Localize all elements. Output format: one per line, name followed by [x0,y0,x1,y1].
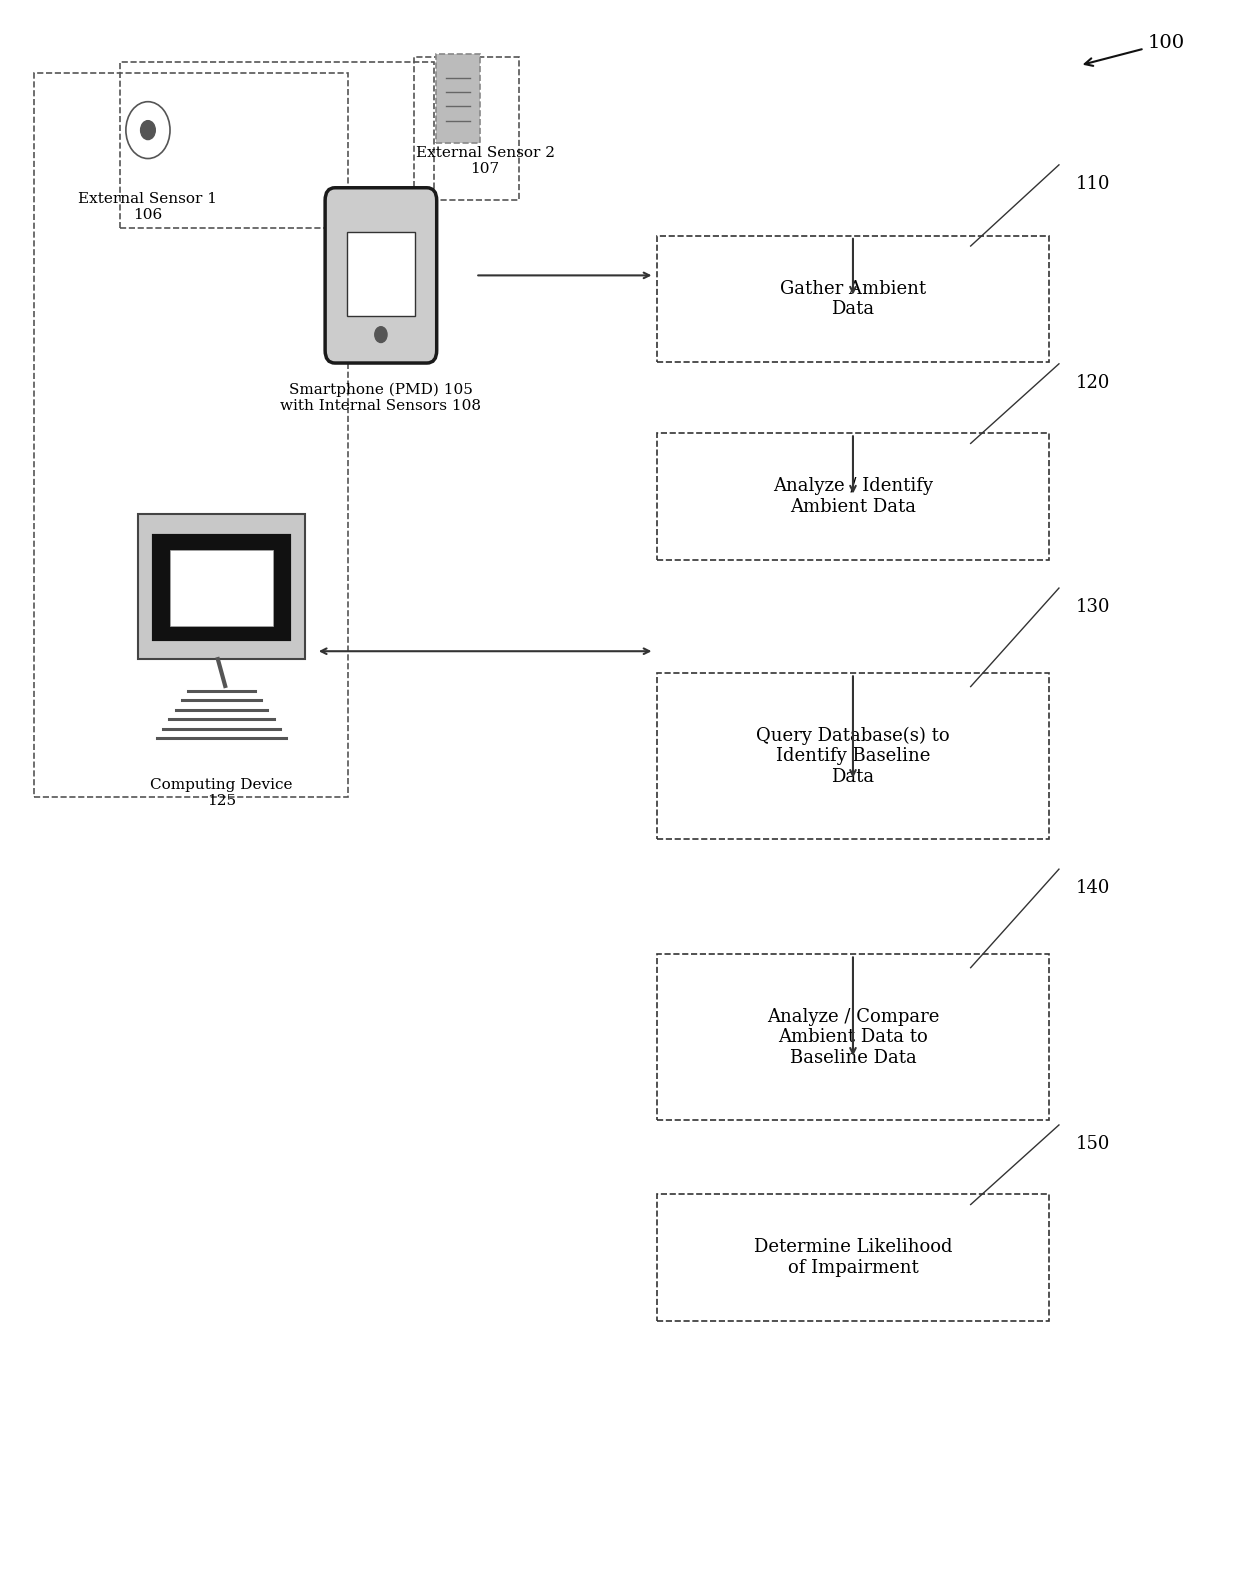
Text: Determine Likelihood
of Impairment: Determine Likelihood of Impairment [754,1238,952,1278]
FancyBboxPatch shape [657,236,1049,362]
FancyBboxPatch shape [657,1195,1049,1321]
Circle shape [140,121,155,140]
Text: 130: 130 [1076,597,1111,616]
Text: Smartphone (PMD) 105
with Internal Sensors 108: Smartphone (PMD) 105 with Internal Senso… [280,382,481,413]
Circle shape [374,327,387,342]
Text: Analyze / Identify
Ambient Data: Analyze / Identify Ambient Data [773,476,932,516]
FancyBboxPatch shape [170,550,273,626]
FancyBboxPatch shape [657,954,1049,1120]
Text: Query Database(s) to
Identify Baseline
Data: Query Database(s) to Identify Baseline D… [756,726,950,787]
FancyBboxPatch shape [347,233,414,315]
Text: Gather Ambient
Data: Gather Ambient Data [780,280,926,319]
Text: Analyze / Compare
Ambient Data to
Baseline Data: Analyze / Compare Ambient Data to Baseli… [766,1007,939,1067]
FancyBboxPatch shape [657,674,1049,840]
Text: Computing Device
125: Computing Device 125 [150,777,293,808]
Text: External Sensor 1
106: External Sensor 1 106 [78,191,217,221]
Text: External Sensor 2
107: External Sensor 2 107 [415,147,554,177]
Text: 120: 120 [1076,374,1111,392]
FancyBboxPatch shape [154,535,289,639]
Text: 150: 150 [1076,1134,1111,1153]
Text: 100: 100 [1085,33,1184,65]
FancyBboxPatch shape [657,433,1049,559]
Text: 110: 110 [1076,175,1111,193]
Text: 140: 140 [1076,879,1111,897]
FancyBboxPatch shape [436,54,480,143]
FancyBboxPatch shape [325,188,436,363]
FancyBboxPatch shape [138,515,305,660]
